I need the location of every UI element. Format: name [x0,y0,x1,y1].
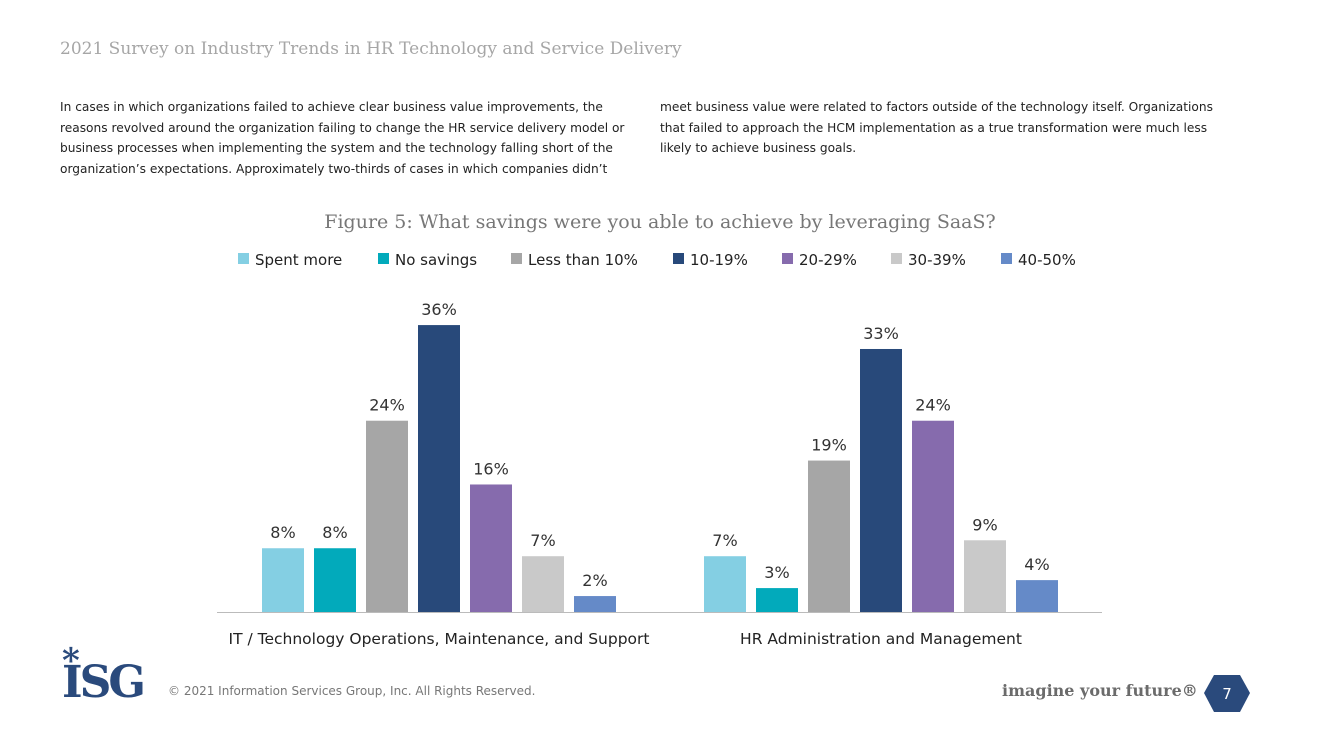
data-label: 2% [582,571,607,590]
data-label: 24% [369,396,405,415]
legend-swatch [891,253,902,264]
body-text-column-1: In cases in which organizations failed t… [60,100,625,176]
bar [1016,580,1058,612]
bar [418,325,460,612]
legend-label: 20-29% [799,251,857,269]
data-label: 4% [1024,555,1049,574]
legend-swatch [1001,253,1012,264]
bar [366,420,408,612]
legend-label: Less than 10% [528,251,638,269]
data-label: 8% [322,523,347,542]
bar [912,420,954,612]
legend-swatch [378,253,389,264]
data-label: 7% [530,531,555,550]
data-label: 36% [421,300,457,319]
legend-label: 30-39% [908,251,966,269]
copyright: © 2021 Information Services Group, Inc. … [168,684,536,698]
legend-label: 10-19% [690,251,748,269]
data-label: 19% [811,436,847,455]
legend-label: No savings [395,251,477,269]
bar [574,596,616,612]
isg-logo: * ISG [62,641,146,708]
bar [964,540,1006,612]
bar [756,588,798,612]
data-label: 3% [764,563,789,582]
legend-swatch [782,253,793,264]
legend-swatch [511,253,522,264]
bar [860,348,902,612]
chart-title: Figure 5: What savings were you able to … [324,211,995,233]
body-text-column-2: meet business value were related to fact… [660,100,1213,155]
data-label: 7% [712,531,737,550]
tagline: imagine your future® [1002,681,1198,700]
bar [470,484,512,612]
data-label: 33% [863,324,899,343]
category-label: HR Administration and Management [740,630,1022,648]
legend-swatch [673,253,684,264]
data-label: 8% [270,523,295,542]
legend-label: Spent more [255,251,342,269]
data-label: 9% [972,515,997,534]
bar [262,548,304,612]
data-label: 24% [915,396,951,415]
legend-label: 40-50% [1018,251,1076,269]
bar [522,556,564,612]
bar [808,460,850,612]
legend-swatch [238,253,249,264]
bar [314,548,356,612]
data-label: 16% [473,459,509,478]
category-label: IT / Technology Operations, Maintenance,… [229,630,650,648]
bar [704,556,746,612]
document-header: 2021 Survey on Industry Trends in HR Tec… [60,39,682,59]
